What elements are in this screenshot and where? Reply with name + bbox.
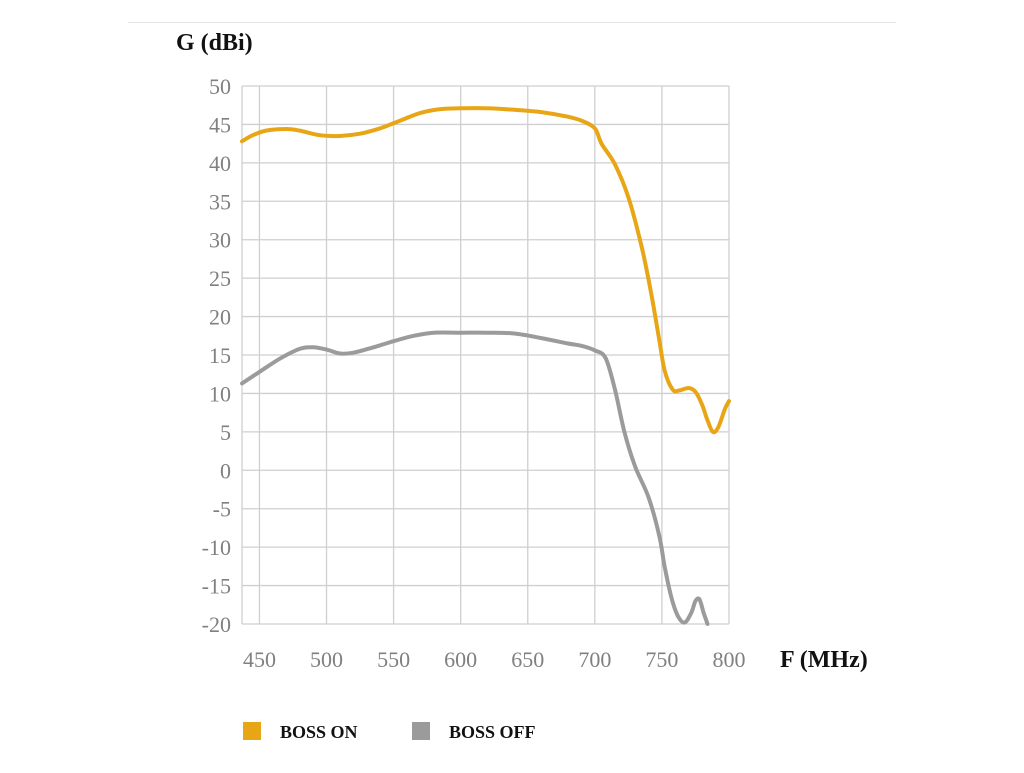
- y-axis-label: G (dBi): [176, 30, 253, 56]
- x-axis-label: F (MHz): [780, 647, 868, 673]
- series-line-boss-off: [240, 330, 710, 626]
- y-tick-label: -5: [213, 497, 231, 522]
- y-tick-label: 40: [209, 151, 231, 176]
- y-tick-label: -10: [202, 535, 231, 560]
- y-tick-label: 45: [209, 112, 231, 137]
- series-line-boss-on: [240, 106, 731, 435]
- x-tick-label: 700: [578, 647, 611, 672]
- x-tick-label: 800: [713, 647, 746, 672]
- y-tick-label: -20: [202, 612, 231, 637]
- y-tick-label: 20: [209, 305, 231, 330]
- x-tick-label: 550: [377, 647, 410, 672]
- x-tick-label: 650: [511, 647, 544, 672]
- grid: [241, 85, 730, 625]
- y-tick-label: 25: [209, 266, 231, 291]
- legend: BOSS ON BOSS OFF: [243, 722, 536, 742]
- y-tick-label: 35: [209, 189, 231, 214]
- x-tick-label: 500: [310, 647, 343, 672]
- y-tick-label: -15: [202, 574, 231, 599]
- legend-swatch-boss-on: [243, 722, 261, 740]
- legend-swatch-boss-off: [412, 722, 430, 740]
- x-tick-label: 750: [645, 647, 678, 672]
- y-tick-label: 5: [220, 420, 231, 445]
- x-tick-label: 450: [243, 647, 276, 672]
- y-tick-label: 10: [209, 381, 231, 406]
- x-tick-label: 600: [444, 647, 477, 672]
- x-tick-labels: 450 500 550 600 650 700 750 800: [243, 647, 746, 672]
- y-tick-label: 30: [209, 228, 231, 253]
- series-layer: [240, 106, 731, 626]
- legend-label-boss-off: BOSS OFF: [449, 722, 536, 742]
- top-divider: [128, 22, 896, 23]
- y-tick-label: 15: [209, 343, 231, 368]
- legend-label-boss-on: BOSS ON: [280, 722, 358, 742]
- y-tick-label: 50: [209, 74, 231, 99]
- y-tick-label: 0: [220, 458, 231, 483]
